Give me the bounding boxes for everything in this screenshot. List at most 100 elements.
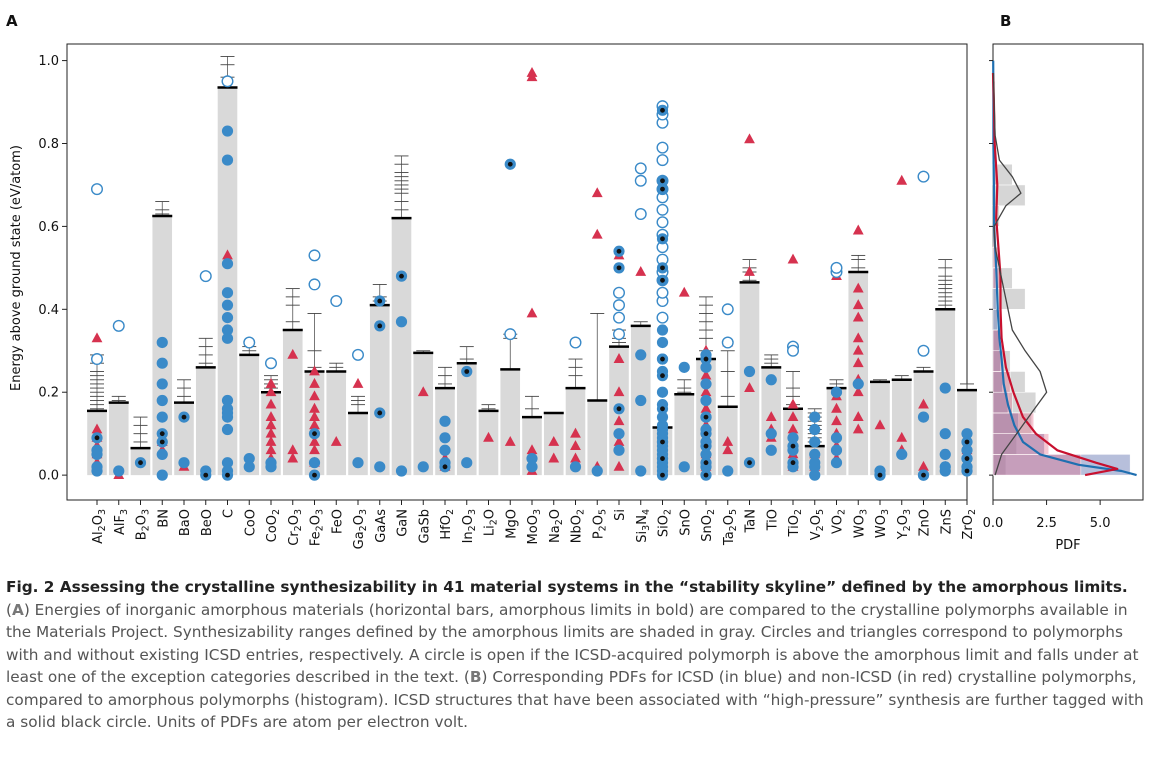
- non-icsd-triangle: [918, 460, 929, 471]
- high-pressure-dot: [94, 435, 100, 441]
- high-pressure-dot: [660, 373, 665, 379]
- non-icsd-triangle: [852, 299, 864, 310]
- caption-text-b: ) Corresponding PDFs for ICSD (in blue) …: [6, 668, 1144, 731]
- icsd-open-circle: [656, 141, 669, 154]
- high-pressure-dot: [312, 472, 317, 478]
- x-tick-label-part: O: [287, 515, 302, 525]
- x-tick-label: Ta2O5: [722, 509, 739, 546]
- caption-title: Fig. 2 Assessing the crystalline synthes…: [6, 578, 1128, 596]
- x-tick-label-subscript: 3: [293, 509, 304, 515]
- icsd-circle: [591, 465, 603, 477]
- icsd-open-circle: [656, 286, 669, 299]
- icsd-open-circle: [830, 261, 843, 274]
- non-icsd-triangle: [852, 357, 864, 368]
- high-pressure-dot: [203, 472, 209, 478]
- x-tick-label: Y2O3: [896, 509, 913, 540]
- x-tick-label-part: Li: [483, 525, 498, 536]
- non-icsd-triangle: [570, 427, 581, 438]
- icsd-circle: [156, 469, 168, 481]
- icsd-open-circle: [90, 183, 103, 196]
- non-icsd-triangle: [613, 435, 625, 446]
- non-icsd-triangle: [765, 411, 777, 421]
- icsd-circle: [156, 448, 168, 460]
- non-icsd-triangle: [265, 435, 277, 446]
- x-tick-label: SnO: [678, 509, 693, 536]
- non-icsd-triangle: [918, 398, 929, 409]
- non-icsd-triangle: [613, 415, 625, 426]
- high-pressure-dot: [747, 460, 752, 466]
- x-tick-label-subscript: 3: [641, 525, 652, 531]
- non-icsd-triangle: [744, 266, 755, 276]
- icsd-open-circle: [613, 328, 626, 341]
- icsd-circle: [852, 378, 864, 390]
- pdf-curve-amorphous: [992, 72, 1048, 476]
- icsd-circle: [221, 394, 234, 407]
- x-tick-label-part: BaO: [178, 509, 193, 536]
- high-pressure-dot: [159, 431, 165, 437]
- x-tick-label-subscript: 2: [358, 525, 369, 531]
- non-icsd-triangle: [352, 377, 364, 388]
- shaded-range: [348, 412, 368, 476]
- x-tick-label: Fe2O3: [309, 509, 326, 546]
- x-tick-label: CoO2: [265, 509, 282, 542]
- high-pressure-dot: [225, 472, 230, 478]
- non-icsd-triangle: [309, 411, 320, 421]
- x-tick-label-part: GaAs: [374, 509, 389, 543]
- icsd-circle: [961, 444, 973, 456]
- non-icsd-triangle: [591, 228, 603, 239]
- icsd-open-circle: [330, 295, 343, 308]
- x-tick-label: NbO2: [570, 509, 587, 543]
- icsd-circle: [809, 469, 821, 481]
- icsd-circle: [787, 432, 799, 444]
- non-icsd-triangle: [265, 398, 277, 409]
- high-pressure-dot: [660, 406, 665, 412]
- high-pressure-dot: [616, 248, 622, 254]
- non-icsd-triangle: [526, 444, 538, 455]
- high-pressure-dot: [377, 410, 383, 416]
- icsd-circle: [939, 448, 951, 460]
- non-icsd-triangle: [831, 415, 842, 426]
- icsd-circle: [417, 461, 429, 473]
- x-tick-label-part: MoO: [526, 515, 541, 544]
- shaded-range: [456, 363, 477, 476]
- non-icsd-triangle: [287, 444, 299, 455]
- icsd-open-circle: [221, 75, 234, 88]
- icsd-open-circle: [917, 170, 930, 183]
- plot-frame-a: [66, 43, 968, 501]
- non-icsd-triangle: [591, 187, 603, 198]
- x-tick-label-subscript: 2: [837, 509, 848, 515]
- non-icsd-triangle: [678, 286, 690, 297]
- x-tick-label: TiO2: [787, 509, 804, 537]
- high-pressure-dot: [616, 406, 622, 412]
- x-tick-label-subscript: 2: [597, 525, 608, 531]
- icsd-circle: [352, 457, 364, 469]
- high-pressure-dot: [964, 439, 970, 445]
- high-pressure-dot: [703, 472, 709, 478]
- non-icsd-triangle: [787, 411, 799, 421]
- high-pressure-dot: [377, 323, 383, 329]
- high-pressure-dot: [660, 107, 665, 113]
- high-pressure-dot: [660, 356, 665, 362]
- icsd-open-circle: [352, 348, 365, 361]
- icsd-open-circle: [199, 270, 212, 283]
- icsd-open-circle: [721, 336, 734, 349]
- icsd-open-circle: [634, 207, 647, 220]
- x-tick-label: VO2: [831, 509, 848, 534]
- x-tick-label-part: TiO: [765, 509, 780, 531]
- icsd-circle: [91, 444, 103, 456]
- x-tick-label-subscript: 3: [858, 509, 869, 515]
- x-tick-label: BN: [156, 509, 171, 528]
- x-tick-label: Li2O: [483, 509, 500, 536]
- pdf-x-tick-label: 2.5: [1036, 516, 1057, 531]
- icsd-open-circle: [308, 249, 321, 262]
- icsd-circle: [830, 457, 843, 469]
- shaded-range: [174, 402, 194, 476]
- x-tick-label-subscript: 3: [880, 509, 891, 515]
- x-tick-label-subscript: 3: [902, 509, 913, 515]
- x-tick-label-subscript: 2: [141, 525, 152, 531]
- caption-open-a: (: [6, 600, 12, 619]
- shaded-range: [674, 394, 695, 476]
- icsd-circle: [809, 436, 821, 448]
- panel-a-label: A: [6, 12, 18, 30]
